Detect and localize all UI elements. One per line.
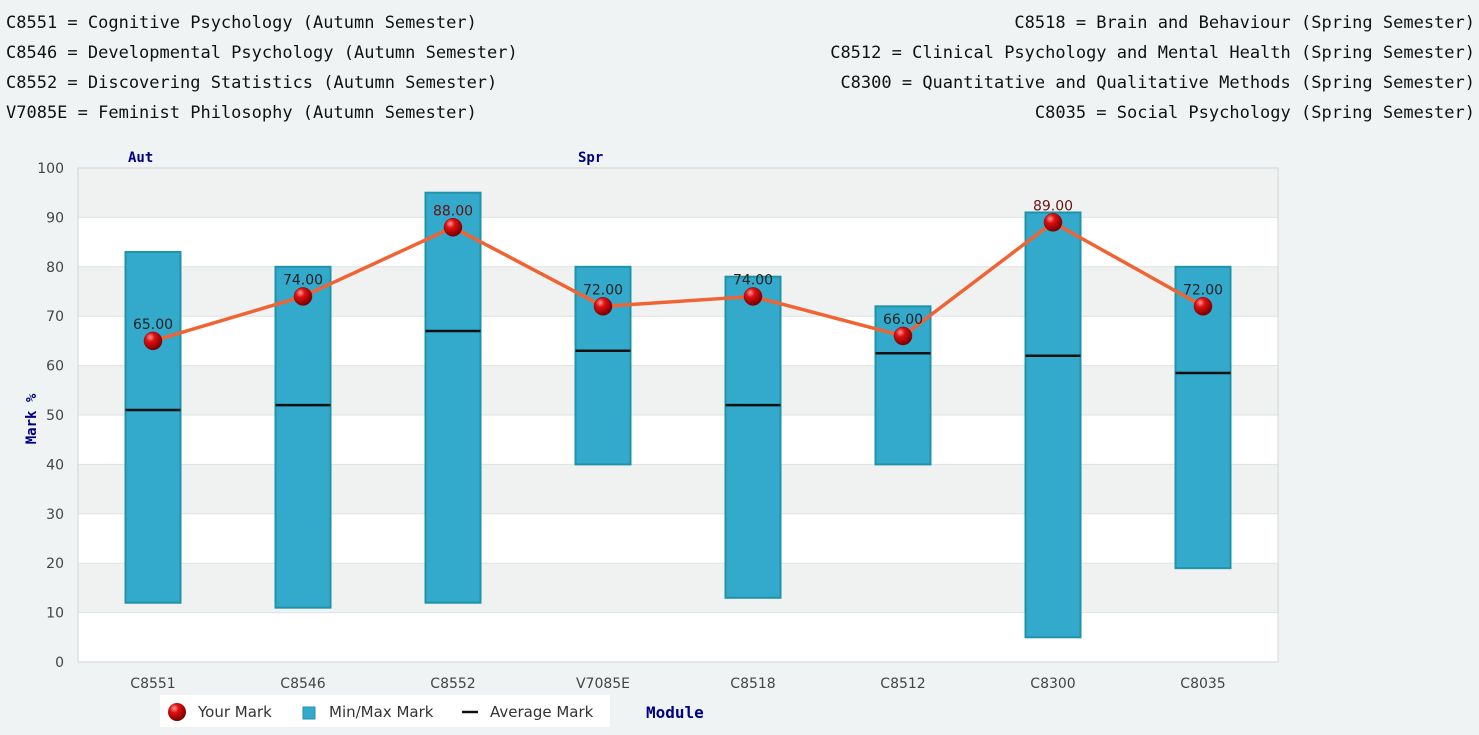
x-tick-label: C8546 bbox=[280, 676, 325, 692]
data-label: 72.00 bbox=[1183, 282, 1223, 298]
min-max-bar bbox=[724, 275, 782, 599]
module-key-line: C8546 = Developmental Psychology (Autumn… bbox=[6, 43, 518, 63]
x-tick-label: C8518 bbox=[730, 676, 775, 692]
data-label: 66.00 bbox=[883, 312, 923, 328]
y-tick-label: 60 bbox=[46, 359, 64, 375]
legend-average-label: Average Mark bbox=[490, 703, 594, 721]
min-max-bar bbox=[1174, 265, 1232, 570]
x-tick-label: C8035 bbox=[1180, 676, 1225, 692]
grid-band bbox=[78, 316, 1278, 366]
legend-min-max-icon bbox=[302, 706, 316, 720]
y-tick-label: 90 bbox=[46, 210, 64, 226]
y-tick-label: 40 bbox=[46, 457, 64, 473]
y-tick-label: 0 bbox=[55, 655, 64, 671]
legend-min-max-label: Min/Max Mark bbox=[329, 703, 434, 721]
y-tick-label: 50 bbox=[46, 408, 64, 424]
marks-chart: 0 10 20 30 40 50 60 70 80 90 100 65.00 74.00 88.00 72… bbox=[24, 150, 1279, 727]
grid-band bbox=[78, 513, 1278, 564]
grid-band bbox=[78, 563, 1278, 613]
module-key-line: C8035 = Social Psychology (Spring Semest… bbox=[1034, 103, 1475, 123]
module-key-line: V7085E = Feminist Philosophy (Autumn Sem… bbox=[6, 103, 477, 123]
data-label: 88.00 bbox=[433, 203, 473, 219]
min-max-bar bbox=[1024, 211, 1082, 639]
your-mark-point bbox=[443, 218, 463, 237]
legend-your-mark-icon bbox=[168, 703, 186, 721]
your-mark-line bbox=[152, 220, 1204, 343]
y-tick-label: 20 bbox=[46, 556, 64, 572]
y-tick-label: 10 bbox=[46, 606, 64, 622]
module-key-autumn: C8551 = Cognitive Psychology (Autumn Sem… bbox=[6, 8, 518, 128]
module-key-spring: C8518 = Brain and Behaviour (Spring Seme… bbox=[830, 8, 1475, 128]
min-max-bar bbox=[274, 265, 332, 609]
y-tick-label: 100 bbox=[37, 161, 64, 177]
legend-box bbox=[160, 695, 610, 727]
grid-band bbox=[78, 365, 1278, 415]
semester-label: Aut bbox=[128, 150, 153, 166]
y-axis-title: Mark % bbox=[24, 393, 40, 444]
data-label: 74.00 bbox=[283, 272, 323, 288]
legend-your-mark-label: Your Mark bbox=[197, 703, 272, 721]
your-mark-point bbox=[1043, 213, 1063, 232]
module-key-line: C8300 = Quantitative and Qualitative Met… bbox=[840, 73, 1475, 93]
y-tick-label: 30 bbox=[46, 507, 64, 523]
x-tick-label: C8300 bbox=[1030, 676, 1075, 692]
semester-label: Spr bbox=[578, 150, 603, 166]
x-axis-title: Module bbox=[646, 703, 704, 722]
grid-band bbox=[78, 415, 1278, 465]
your-mark-point bbox=[743, 287, 763, 306]
module-key-line: C8518 = Brain and Behaviour (Spring Seme… bbox=[1014, 13, 1475, 33]
x-tick-label: C8551 bbox=[130, 676, 175, 692]
data-label: 89.00 bbox=[1033, 198, 1073, 214]
min-max-bar bbox=[424, 191, 482, 604]
grid-band bbox=[78, 217, 1278, 267]
module-key-line: C8551 = Cognitive Psychology (Autumn Sem… bbox=[6, 13, 477, 33]
your-mark-point bbox=[893, 326, 913, 346]
y-tick-label: 70 bbox=[46, 309, 64, 325]
chart-legend: Your Mark Min/Max Mark Average Mark bbox=[160, 695, 610, 727]
x-tick-label: C8552 bbox=[430, 676, 475, 692]
data-label: 74.00 bbox=[733, 272, 773, 288]
your-mark-point bbox=[293, 287, 313, 306]
x-tick-label: V7085E bbox=[576, 676, 630, 692]
plot-area bbox=[77, 167, 1279, 663]
data-label: 72.00 bbox=[583, 282, 623, 298]
module-key-line: C8512 = Clinical Psychology and Mental H… bbox=[830, 43, 1475, 63]
min-max-bar bbox=[124, 250, 182, 604]
data-label: 65.00 bbox=[133, 317, 173, 333]
grid-band bbox=[78, 612, 1278, 662]
your-mark-point bbox=[143, 331, 163, 351]
grid-band bbox=[78, 464, 1278, 514]
y-tick-label: 80 bbox=[46, 260, 64, 276]
your-mark-point bbox=[593, 297, 613, 316]
x-tick-label: C8512 bbox=[880, 676, 925, 692]
grid-band bbox=[78, 168, 1278, 218]
your-mark-point bbox=[1193, 297, 1213, 316]
module-key-line: C8552 = Discovering Statistics (Autumn S… bbox=[6, 73, 498, 93]
